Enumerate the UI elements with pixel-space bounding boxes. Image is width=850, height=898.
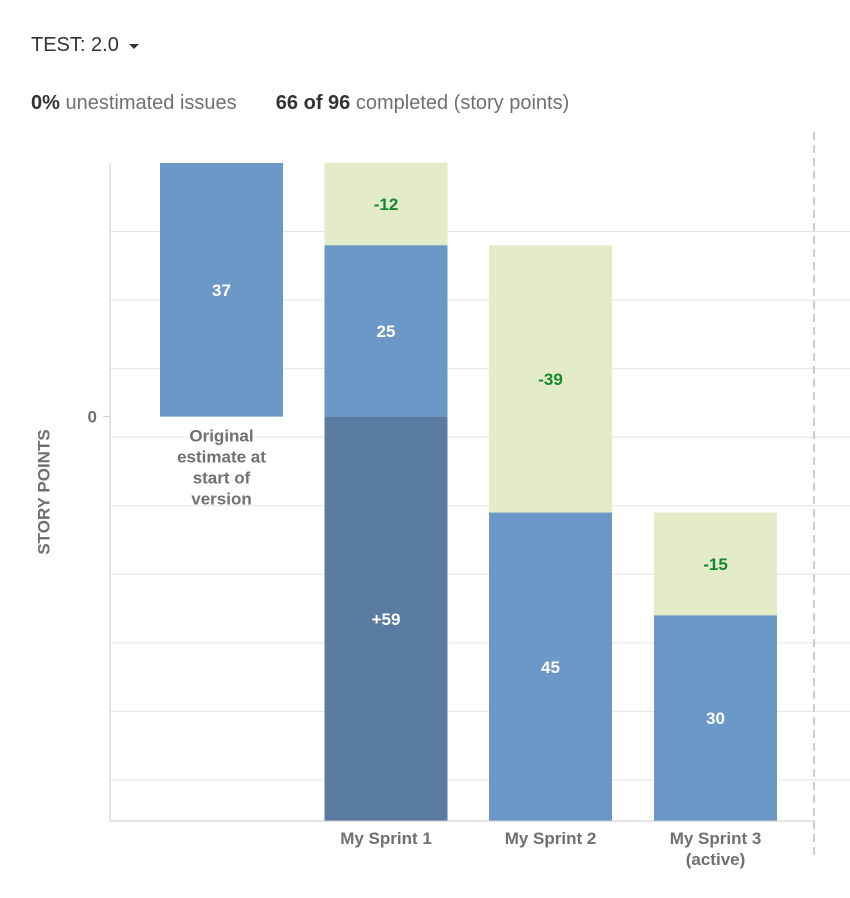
- bar-segment-remaining: [324, 245, 448, 417]
- bar-value-label: 25: [377, 322, 396, 341]
- completed-label: completed (story points): [355, 92, 570, 114]
- bars: 37 -12 25 +59 -39 45 -15 30: [160, 163, 777, 821]
- summary-stats: 0% unestimated issues 66 of 96 completed…: [31, 92, 569, 115]
- bar-segment-removed: [324, 163, 448, 246]
- y-tick-label: 0: [88, 408, 97, 427]
- bar-value-label: 37: [212, 281, 231, 300]
- bar-segment-remaining: [160, 163, 283, 417]
- version-selector[interactable]: TEST: 2.0: [31, 34, 139, 57]
- axes: 0 STORY POINTS Original estimate at start of…: [34, 132, 815, 869]
- completed-count: 66 of 96: [275, 92, 351, 114]
- bar-segment-removed: [654, 512, 777, 616]
- bar-value-label: -39: [538, 370, 563, 389]
- unestimated-percentage: 0%: [31, 92, 60, 114]
- x-category-label: Original estimate at start of version: [177, 427, 266, 509]
- x-category-label: My Sprint 2: [505, 829, 597, 848]
- bar-segment-remaining: [489, 512, 612, 821]
- x-category-label: My Sprint 1: [340, 829, 432, 848]
- bar-value-label: -12: [374, 195, 399, 214]
- x-category-label: My Sprint 3 (active): [670, 829, 762, 869]
- y-axis-title: STORY POINTS: [34, 429, 53, 554]
- bar-segment-removed: [489, 245, 612, 513]
- bar-segment-added: [324, 416, 448, 821]
- bar-value-label: -15: [703, 555, 728, 574]
- bar-value-label: 30: [706, 709, 725, 728]
- bar-value-label: +59: [372, 610, 401, 629]
- unestimated-label: unestimated issues: [65, 92, 237, 114]
- chevron-down-icon: [128, 44, 139, 49]
- bar-segment-remaining: [654, 615, 777, 821]
- bar-value-label: 45: [541, 658, 560, 677]
- version-label: TEST: 2.0: [31, 34, 119, 56]
